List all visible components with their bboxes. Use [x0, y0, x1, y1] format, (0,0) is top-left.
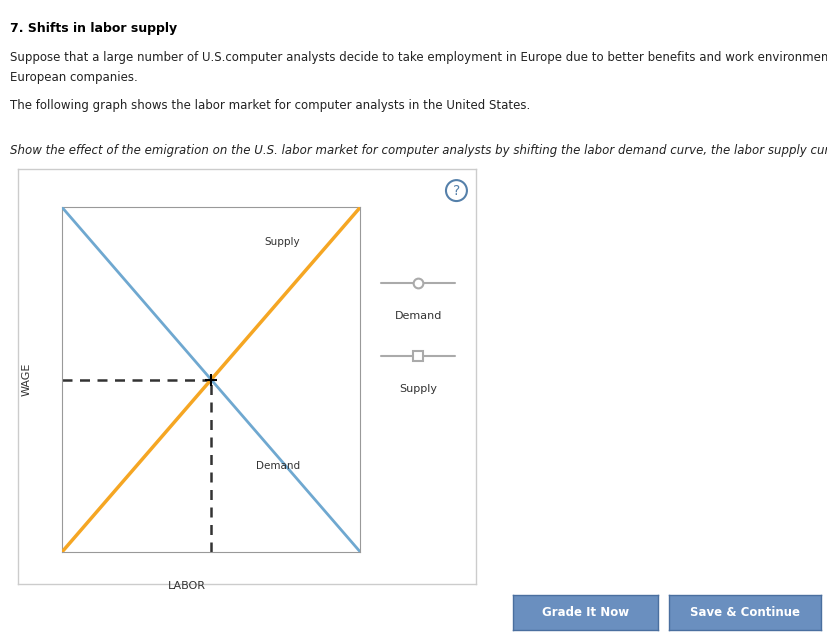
Text: Supply: Supply	[265, 237, 300, 247]
Text: Show the effect of the emigration on the U.S. labor market for computer analysts: Show the effect of the emigration on the…	[10, 144, 827, 156]
Text: Supply: Supply	[399, 384, 437, 394]
Text: 7. Shifts in labor supply: 7. Shifts in labor supply	[10, 22, 177, 35]
Text: Demand: Demand	[394, 311, 442, 322]
Text: Demand: Demand	[256, 461, 299, 471]
Text: European companies.: European companies.	[10, 71, 137, 84]
Text: The following graph shows the labor market for computer analysts in the United S: The following graph shows the labor mark…	[10, 99, 529, 112]
Text: Suppose that a large number of U.S.computer analysts decide to take employment i: Suppose that a large number of U.S.compu…	[10, 51, 827, 64]
Text: WAGE: WAGE	[22, 363, 31, 396]
Text: LABOR: LABOR	[168, 581, 206, 591]
Text: Grade It Now: Grade It Now	[542, 606, 629, 619]
Text: Save & Continue: Save & Continue	[689, 606, 799, 619]
Text: ?: ?	[452, 184, 460, 198]
